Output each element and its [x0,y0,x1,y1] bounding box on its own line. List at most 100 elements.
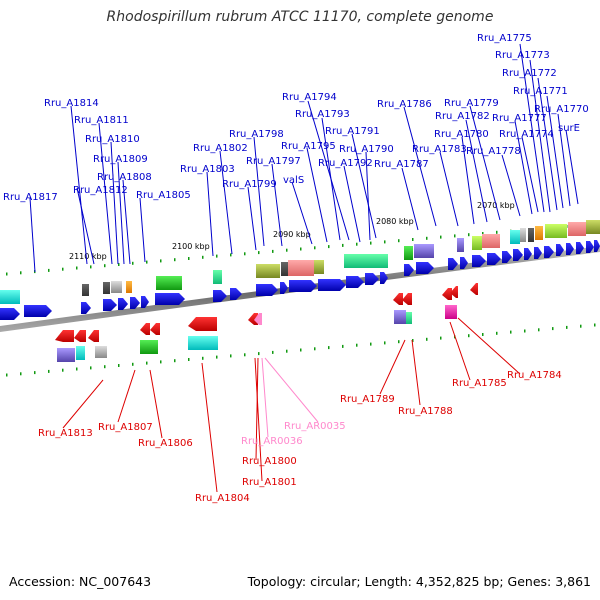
tick-labels: 2070 kbp 2080 kbp 2090 kbp 2100 kbp 2110… [69,201,515,261]
gene-label: Rru_A1811 [74,115,129,126]
forward-gene-arrow [256,284,278,296]
gene-label: Rru_A1793 [295,109,350,120]
guide-dot [244,353,246,357]
forward-gene-arrow [289,280,317,292]
forward-gene-arrow [103,299,117,311]
gene-label: Rru_A1792 [318,158,373,169]
forward-gene-arrow [448,258,458,270]
guide-dot [202,255,204,259]
forward-gene-arrow [365,273,379,285]
accession-text: Accession: NC_007643 [9,574,152,589]
guide-dot [384,240,386,244]
guide-dot [314,347,316,351]
guide-dot [118,364,120,367]
forward-genes [0,240,600,320]
gene-label: Rru_A1797 [246,156,301,167]
guide-dot [90,366,92,370]
guide-dot [6,373,8,377]
forward-gene-arrow [460,257,468,269]
guide-dot [328,245,330,249]
gene-label: Rru_A1779 [444,98,499,109]
guide-dot [258,352,260,356]
bottom-callouts [62,317,521,493]
gene-label: Rru_A1807 [98,422,153,433]
forward-gene-arrow [524,248,532,260]
forward-gene-arrow [576,242,584,254]
gene-label: Rru_A1777 [492,113,547,124]
gene-label: Rru_A1784 [507,370,562,381]
guide-dot [6,272,8,276]
guide-dot [230,354,232,358]
forward-gene-arrow [472,255,486,267]
guide-dot [258,251,260,255]
guide-dot [174,359,176,363]
gene-label: Rru_A1799 [222,179,277,190]
gene-label: Rru_A1783 [412,144,467,155]
guide-dot [594,323,596,327]
guide-dot [230,253,232,257]
guide-dot [440,336,442,340]
guide-dot [384,341,386,345]
forward-gene-arrow [130,297,140,309]
forward-gene-arrow [81,302,91,314]
gene-label: Rru_AR0036 [241,436,303,447]
tick-label: 2090 kbp [273,230,311,239]
forward-gene-arrow [513,249,523,261]
gene-label: Rru_A1812 [73,185,128,196]
forward-gene-arrow [346,276,364,288]
gene-label: Rru_A1813 [38,428,93,439]
guide-dot [552,327,554,331]
forward-gene-arrow [0,308,20,320]
guide-dot [370,241,372,245]
reverse-genes [55,283,478,362]
guide-dot [468,233,470,237]
guide-dot [188,257,190,260]
gene-label: Rru_A1772 [502,68,557,79]
guide-dot [202,356,204,360]
guide-dot [76,367,78,371]
guide-dot [62,368,64,372]
guide-dot [426,236,428,240]
gene-label: Rru_A1817 [3,192,58,203]
guide-dot [300,247,302,251]
gene-label: Rru_A1800 [242,456,297,467]
forward-gene-arrow [318,279,346,291]
guide-dot [482,333,484,336]
gene-label: Rru_A1808 [97,172,152,183]
gene-label: Rru_A1780 [434,129,489,140]
forward-gene-arrow [230,288,242,300]
gene-label: Rru_A1814 [44,98,99,109]
gene-label: Rru_A1805 [136,190,191,201]
guide-dot [48,369,50,373]
gene-label: Rru_AR0035 [284,421,346,432]
guide-dot [314,246,316,250]
guide-dot [104,365,106,369]
gene-label: valS [283,175,304,186]
guide-dot [216,355,218,359]
guide-dot [342,344,344,348]
guide-dot [272,249,274,253]
guide-dot [216,254,218,258]
forward-gene-labels: Rru_A1775 Rru_A1773 Rru_A1772 Rru_A1771 Rru_… [3,33,589,203]
gene-label: Rru_A1770 [534,104,589,115]
forward-gene-arrow [213,290,227,302]
guide-dot [328,346,330,350]
forward-gene-arrow [380,272,388,284]
forward-gene-arrow [24,305,52,317]
gene-label: Rru_A1804 [195,493,250,504]
guide-dot [174,258,176,262]
gene-label: Rru_A1786 [377,99,432,110]
top-callouts [29,43,579,273]
guide-dot [286,248,288,252]
guide-dot [426,337,428,341]
guide-dot [468,334,470,338]
tick-label: 2080 kbp [376,217,414,226]
guide-dot [244,252,246,256]
forward-gene-arrow [556,244,564,256]
forward-gene-arrow [534,247,542,259]
guide-dot [566,325,568,329]
gene-label: Rru_A1774 [499,129,554,140]
guide-dot [524,329,526,333]
gene-label: surE [558,123,580,134]
gene-label: Rru_A1806 [138,438,193,449]
